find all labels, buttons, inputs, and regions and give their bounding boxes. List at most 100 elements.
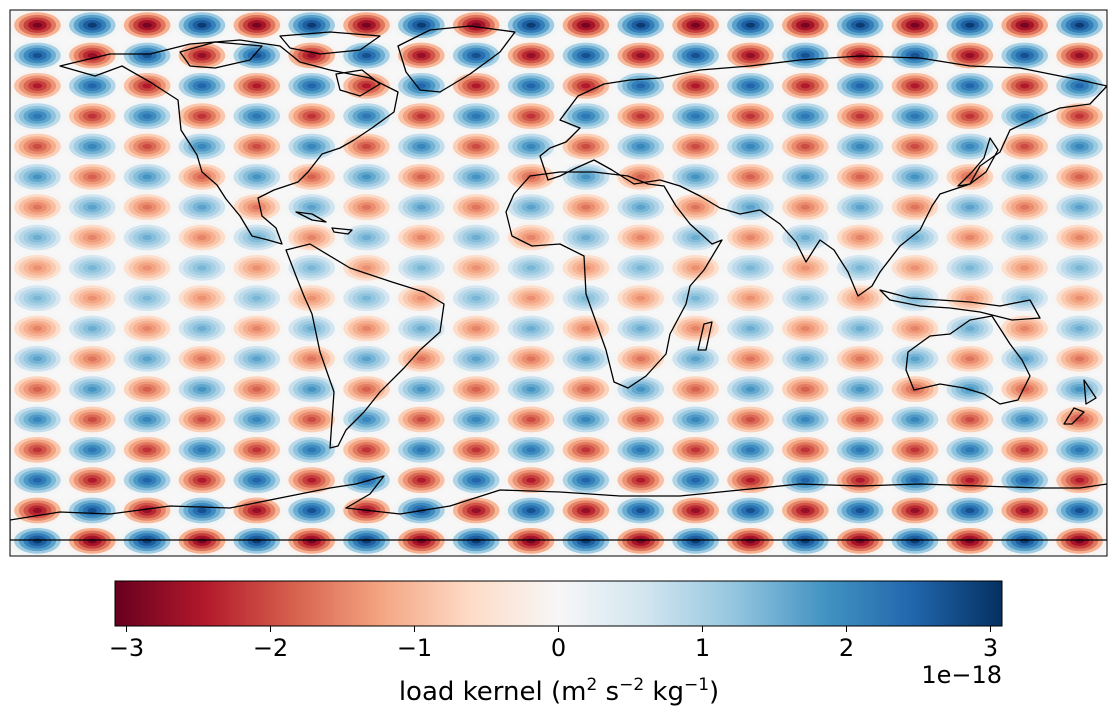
colorbar-label: load kernel (m2 s−2 kg−1) [399,675,719,707]
field-cell [526,325,536,332]
field-cell [526,538,536,544]
field-cell [690,507,701,514]
field-cell [965,416,975,423]
field-cell [690,83,701,89]
field-cell [252,265,262,271]
field-cell [361,22,372,28]
field-cell [307,52,317,59]
field-cell [636,83,646,89]
field-cell [361,538,372,544]
field-cell [800,386,810,392]
field-cell [142,234,152,241]
field-cell [1020,22,1030,28]
field-cell [197,386,207,392]
field-cell [87,538,97,544]
field-cell [745,234,756,241]
field-cell [416,204,427,210]
field-cell [1074,325,1085,332]
field-cell [581,52,591,59]
field-cell [307,295,317,301]
field-cell [636,113,646,119]
field-cell [471,52,481,59]
field-cell [526,386,536,392]
field-cell [32,204,43,210]
field-cell [471,83,481,89]
field-cell [471,386,481,392]
field-cell [361,204,372,210]
coastlines [10,25,1107,541]
field-cell [526,477,536,483]
field-cell [745,416,756,423]
field-cell [855,83,865,89]
coastline-arctic-islands [179,31,381,97]
field-cell [307,204,317,210]
field-cell [1020,265,1030,271]
field-cell [1020,234,1030,241]
field-cell [471,143,481,150]
field-cell [361,234,372,241]
field-cell [416,143,427,150]
field-cell [307,143,317,150]
field-cell [1074,113,1085,119]
field-cell [800,265,810,271]
field-cell [197,204,207,210]
field-cell [1074,52,1085,59]
field-cell [581,234,591,241]
field-cell [690,295,701,301]
field-cell [32,477,43,483]
field-cell [87,22,97,28]
field-cell [416,174,427,180]
colorbar-tick-label: −3 [109,634,144,662]
field-cell [581,507,591,514]
field-cell [690,174,701,180]
field-cell [690,416,701,423]
field-cell [307,386,317,392]
field-cell [965,52,975,59]
field-cell [197,22,207,28]
coastline-antarctica [10,475,1107,541]
field-cell [855,325,865,332]
field-cell [32,386,43,392]
field-cell [32,507,43,514]
field-cell [855,143,865,150]
field-cell [252,22,262,28]
field-cell [252,447,262,453]
field-cell [32,265,43,271]
field-cell [197,416,207,423]
field-cell [197,477,207,483]
field-cell [910,113,920,119]
field-cell [965,477,975,483]
field-cell [87,507,97,514]
field-cell [636,265,646,271]
field-cell [581,447,591,453]
field-cell [636,507,646,514]
field-cell [965,143,975,150]
field-cell [416,356,427,362]
field-cell [965,507,975,514]
field-cell [471,356,481,362]
field-cell [855,538,865,544]
field-cell [581,83,591,89]
field-cell [581,325,591,332]
field-cell [800,447,810,453]
field-cell [471,477,481,483]
field-cell [1020,83,1030,89]
field-cell [32,83,43,89]
field-cell [1020,507,1030,514]
field-cell [855,265,865,271]
colorbar-tick-label: 2 [839,634,854,662]
field-cell [87,325,97,332]
field-cell [142,356,152,362]
field-cell [1074,204,1085,210]
field-cell [307,265,317,271]
field-cell [307,416,317,423]
field-cell [142,386,152,392]
field-cell [197,174,207,180]
field-cell [581,174,591,180]
field-cell [800,234,810,241]
field-cell [581,477,591,483]
field-cell [855,174,865,180]
field-cell [252,477,262,483]
field-cell [745,83,756,89]
